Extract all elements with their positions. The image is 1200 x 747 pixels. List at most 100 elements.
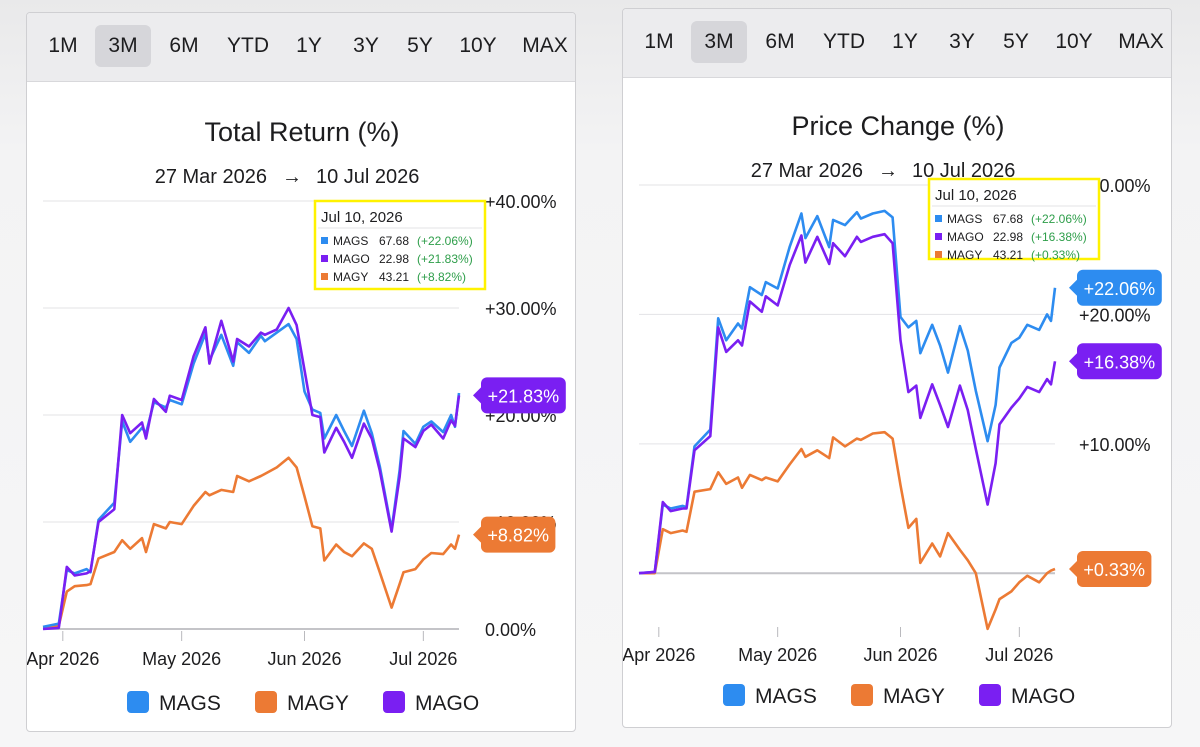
chart-panel-total-return: 1M 3M 6M YTD 1Y 3Y 5Y 10Y MAX Total Return (%) 27… (26, 12, 576, 732)
range-button-6m[interactable]: 6M (765, 30, 795, 53)
badge-pointer (1069, 560, 1077, 577)
x-tick-label: May 2026 (142, 649, 221, 669)
chart-title: Price Change (%) (791, 111, 1004, 141)
legend-label: MAGO (415, 692, 479, 715)
tooltip-ticker: MAGY (947, 248, 982, 262)
range-button-1y[interactable]: 1Y (296, 34, 322, 57)
y-tick-label: +40.00% (485, 192, 557, 212)
x-tick-label: Jul 2026 (389, 649, 457, 669)
range-button-ytd[interactable]: YTD (227, 34, 269, 57)
range-button-6m[interactable]: 6M (169, 34, 199, 57)
chart-panel-price-change: 1M 3M 6M YTD 1Y 3Y 5Y 10Y MAX Price Change (%) 27… (622, 8, 1172, 728)
tooltip-swatch-mags (321, 237, 328, 244)
hover-tooltip: Jul 10, 2026 MAGS 67.68 (+22.06%) MAGO 22.98 (… (927, 177, 1101, 262)
date-range-end: 10 Jul 2026 (912, 160, 1015, 182)
tooltip-price: 43.21 (993, 248, 1023, 262)
date-range-start: 27 Mar 2026 (155, 166, 267, 188)
legend-item-mago[interactable]: MAGO (383, 691, 479, 715)
end-value-badge-mago: +21.83% (473, 377, 566, 414)
tooltip-swatch-mags (935, 215, 942, 222)
range-button-1m[interactable]: 1M (48, 34, 78, 57)
tooltip-change: (+16.38%) (1031, 230, 1087, 244)
range-button-5y[interactable]: 5Y (407, 34, 433, 57)
tooltip-change: (+22.06%) (1031, 212, 1087, 226)
range-button-3y[interactable]: 3Y (353, 34, 379, 57)
range-button-max[interactable]: MAX (522, 34, 568, 57)
badge-body (481, 516, 556, 553)
tooltip-change: (+21.83%) (417, 252, 473, 266)
badge-label: +8.82% (487, 526, 549, 546)
range-button-3y[interactable]: 3Y (949, 30, 975, 53)
x-tick-label: Jun 2026 (267, 649, 341, 669)
range-button-1m[interactable]: 1M (644, 30, 674, 53)
legend-item-magy[interactable]: MAGY (851, 684, 945, 708)
end-value-badge-magy: +0.33% (1069, 550, 1152, 587)
y-tick-label: +20.00% (1079, 305, 1151, 325)
hover-tooltip: Jul 10, 2026 MAGS 67.68 (+22.06%) MAGO 22.98 (… (313, 199, 487, 291)
range-button-3m[interactable]: 3M (691, 21, 747, 63)
series-line-mags (42, 322, 461, 629)
price-change-chart: Price Change (%) 27 Mar 2026 → 10 Jul 2026 +… (623, 111, 1162, 708)
tooltip-swatch-mago (321, 255, 328, 262)
end-value-badge-magy: +8.82% (473, 516, 556, 553)
x-tick-label: Apr 2026 (27, 649, 99, 669)
tooltip-box (313, 199, 487, 291)
tooltip-change: (+22.06%) (417, 234, 473, 248)
x-tick-label: Jun 2026 (863, 645, 937, 665)
badge-pointer (1069, 353, 1077, 370)
series-line-mago (638, 232, 1057, 575)
tooltip-ticker: MAGS (333, 234, 368, 248)
badge-label: +0.33% (1083, 560, 1145, 580)
tooltip-price: 22.98 (379, 252, 409, 266)
legend-item-mago[interactable]: MAGO (979, 684, 1075, 708)
series-line-mago (42, 306, 461, 631)
legend-item-magy[interactable]: MAGY (255, 691, 349, 715)
x-tick-label: Apr 2026 (623, 645, 695, 665)
range-button-3m[interactable]: 3M (95, 25, 151, 67)
range-button-10y[interactable]: 10Y (1055, 30, 1093, 53)
legend-swatch (851, 684, 873, 706)
tooltip-ticker: MAGY (333, 270, 368, 284)
date-range-arrow-icon: → (878, 160, 898, 182)
legend-item-mags[interactable]: MAGS (723, 684, 817, 708)
range-button-ytd[interactable]: YTD (823, 30, 865, 53)
time-range-selector: 1M 3M 6M YTD 1Y 3Y 5Y 10Y MAX (623, 9, 1171, 78)
legend-swatch (255, 691, 277, 713)
range-button-5y[interactable]: 5Y (1003, 30, 1029, 53)
tooltip-date: Jul 10, 2026 (935, 187, 1017, 204)
legend-swatch (383, 691, 405, 713)
series-line-mags (638, 209, 1057, 575)
legend-label: MAGY (287, 692, 349, 715)
date-range-start: 27 Mar 2026 (751, 160, 863, 182)
badge-label: +21.83% (488, 386, 560, 406)
legend-label: MAGO (1011, 685, 1075, 708)
legend-label: MAGY (883, 685, 945, 708)
range-button-1y[interactable]: 1Y (892, 30, 918, 53)
end-value-badge-mago: +16.38% (1069, 343, 1162, 380)
y-tick-label: +10.00% (1079, 435, 1151, 455)
range-button-max[interactable]: MAX (1118, 30, 1164, 53)
x-tick-label: May 2026 (738, 645, 817, 665)
legend-item-mags[interactable]: MAGS (127, 691, 221, 715)
badge-body (1077, 269, 1162, 306)
tooltip-swatch-magy (321, 273, 328, 280)
badge-body (481, 377, 566, 414)
badge-label: +16.38% (1084, 352, 1156, 372)
end-value-badge-mags: +22.06% (1069, 269, 1162, 306)
tooltip-price: 67.68 (993, 212, 1023, 226)
legend-swatch (723, 684, 745, 706)
time-range-selector: 1M 3M 6M YTD 1Y 3Y 5Y 10Y MAX (27, 13, 575, 82)
date-range-arrow-icon: → (282, 166, 302, 188)
badge-pointer (473, 526, 481, 543)
badge-body (1077, 343, 1162, 380)
tooltip-change: (+8.82%) (417, 270, 466, 284)
range-button-10y[interactable]: 10Y (459, 34, 497, 57)
x-tick-label: Jul 2026 (985, 645, 1053, 665)
legend-swatch (979, 684, 1001, 706)
chart-title: Total Return (%) (204, 117, 399, 147)
y-tick-label: +30.00% (485, 299, 557, 319)
badge-body (1077, 550, 1152, 587)
legend-swatch (127, 691, 149, 713)
tooltip-ticker: MAGS (947, 212, 982, 226)
tooltip-price: 43.21 (379, 270, 409, 284)
